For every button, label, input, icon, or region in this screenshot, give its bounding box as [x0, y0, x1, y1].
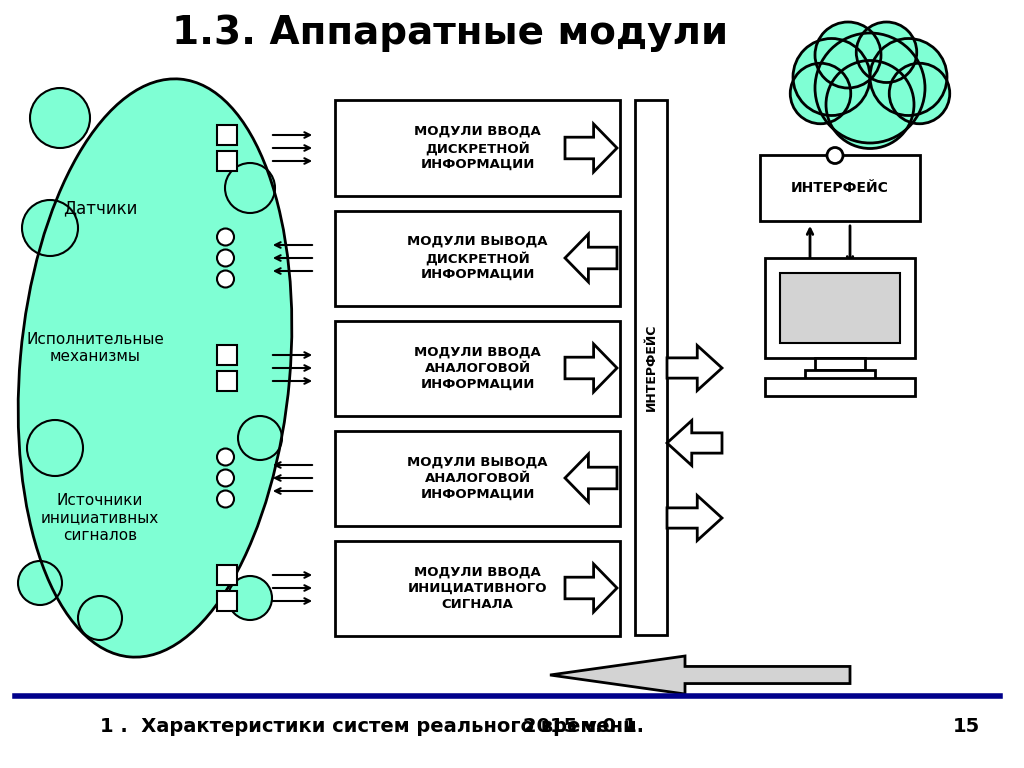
Circle shape — [217, 491, 234, 508]
Polygon shape — [550, 656, 850, 694]
Text: МОДУЛИ ВВОДА
ДИСКРЕТНОЙ
ИНФОРМАЦИИ: МОДУЛИ ВВОДА ДИСКРЕТНОЙ ИНФОРМАЦИИ — [414, 125, 541, 171]
Circle shape — [217, 469, 234, 486]
Circle shape — [856, 22, 916, 82]
Bar — [805, 370, 874, 380]
Circle shape — [827, 147, 843, 164]
Polygon shape — [565, 234, 617, 282]
Circle shape — [217, 449, 234, 465]
Circle shape — [815, 22, 881, 88]
Text: МОДУЛИ ВЫВОДА
ДИСКРЕТНОЙ
ИНФОРМАЦИИ: МОДУЛИ ВЫВОДА ДИСКРЕТНОЙ ИНФОРМАЦИИ — [408, 235, 548, 281]
Text: 1 .  Характеристики систем реального времени.: 1 . Характеристики систем реального врем… — [100, 717, 644, 736]
Bar — [765, 258, 915, 358]
Bar — [335, 101, 620, 196]
Circle shape — [791, 63, 851, 124]
Text: ИНТЕРФЕЙС: ИНТЕРФЕЙС — [792, 181, 889, 195]
Bar — [635, 100, 667, 635]
Polygon shape — [667, 421, 722, 465]
Bar — [217, 565, 237, 585]
Bar — [217, 151, 237, 171]
Text: 15: 15 — [952, 717, 980, 736]
Circle shape — [27, 420, 83, 476]
Bar — [217, 345, 237, 365]
Circle shape — [238, 416, 282, 460]
Bar — [765, 378, 915, 396]
Text: Исполнительные
механизмы: Исполнительные механизмы — [26, 332, 164, 364]
Circle shape — [217, 229, 234, 246]
Polygon shape — [565, 454, 617, 502]
Bar — [217, 125, 237, 145]
Circle shape — [78, 596, 122, 640]
Bar — [335, 541, 620, 635]
Bar — [217, 591, 237, 611]
Circle shape — [217, 270, 234, 287]
Text: 2015 v.0.1: 2015 v.0.1 — [523, 717, 637, 736]
Polygon shape — [565, 344, 617, 392]
Polygon shape — [565, 124, 617, 172]
Circle shape — [225, 163, 275, 213]
Text: Источники
инициативных
сигналов: Источники инициативных сигналов — [41, 493, 159, 543]
Circle shape — [18, 561, 62, 605]
Text: МОДУЛИ ВЫВОДА
АНАЛОГОВОЙ
ИНФОРМАЦИИ: МОДУЛИ ВЫВОДА АНАЛОГОВОЙ ИНФОРМАЦИИ — [408, 455, 548, 501]
Bar — [815, 358, 865, 370]
Text: Датчики: Датчики — [62, 199, 137, 217]
Circle shape — [793, 38, 870, 115]
Bar — [760, 155, 920, 220]
Circle shape — [889, 63, 949, 124]
Bar — [335, 320, 620, 415]
Text: МОДУЛИ ВВОДА
АНАЛОГОВОЙ
ИНФОРМАЦИИ: МОДУЛИ ВВОДА АНАЛОГОВОЙ ИНФОРМАЦИИ — [414, 346, 541, 390]
Circle shape — [228, 576, 272, 620]
Polygon shape — [667, 346, 722, 390]
Circle shape — [826, 61, 914, 148]
Circle shape — [217, 250, 234, 266]
Text: 1.3. Аппаратные модули: 1.3. Аппаратные модули — [172, 14, 728, 52]
Bar — [335, 431, 620, 525]
Polygon shape — [667, 495, 722, 541]
Text: МОДУЛИ ВВОДА
ИНИЦИАТИВНОГО
СИГНАЛА: МОДУЛИ ВВОДА ИНИЦИАТИВНОГО СИГНАЛА — [408, 565, 547, 611]
Ellipse shape — [18, 79, 292, 657]
Circle shape — [870, 38, 947, 115]
Circle shape — [30, 88, 90, 148]
Polygon shape — [565, 564, 617, 612]
Circle shape — [22, 200, 78, 256]
Bar — [780, 273, 900, 343]
Bar — [335, 210, 620, 306]
Circle shape — [815, 33, 925, 143]
Text: ИНТЕРФЕЙС: ИНТЕРФЕЙС — [644, 324, 657, 411]
Bar — [217, 371, 237, 391]
